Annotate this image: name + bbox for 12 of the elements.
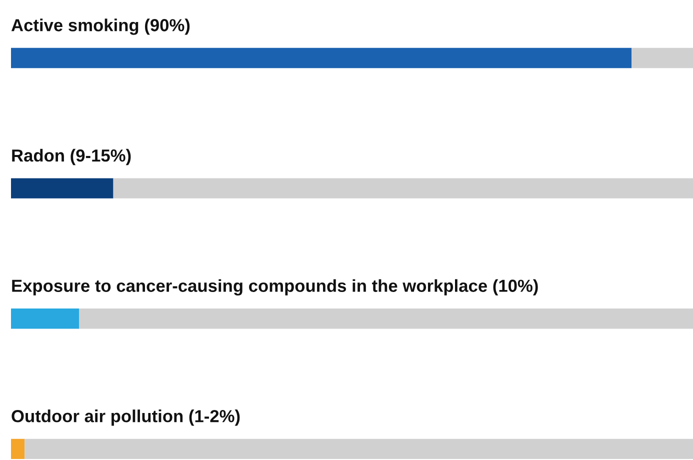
y-tick-label: Exposure to cancer-causing compounds in the workplace (10%) [12,279,538,296]
bar [79,308,693,329]
y-tick-label: Active smoking (90%) [11,18,190,35]
bar [24,438,693,460]
bar [632,48,693,68]
bar [11,308,80,329]
y-tick-label: Radon (9-15%) [12,148,131,166]
bar [11,438,25,460]
y-tick-label: Outdoor air pollution (1-2%) [12,410,240,426]
bar [11,178,114,198]
bar [113,178,693,198]
bar [11,48,632,68]
